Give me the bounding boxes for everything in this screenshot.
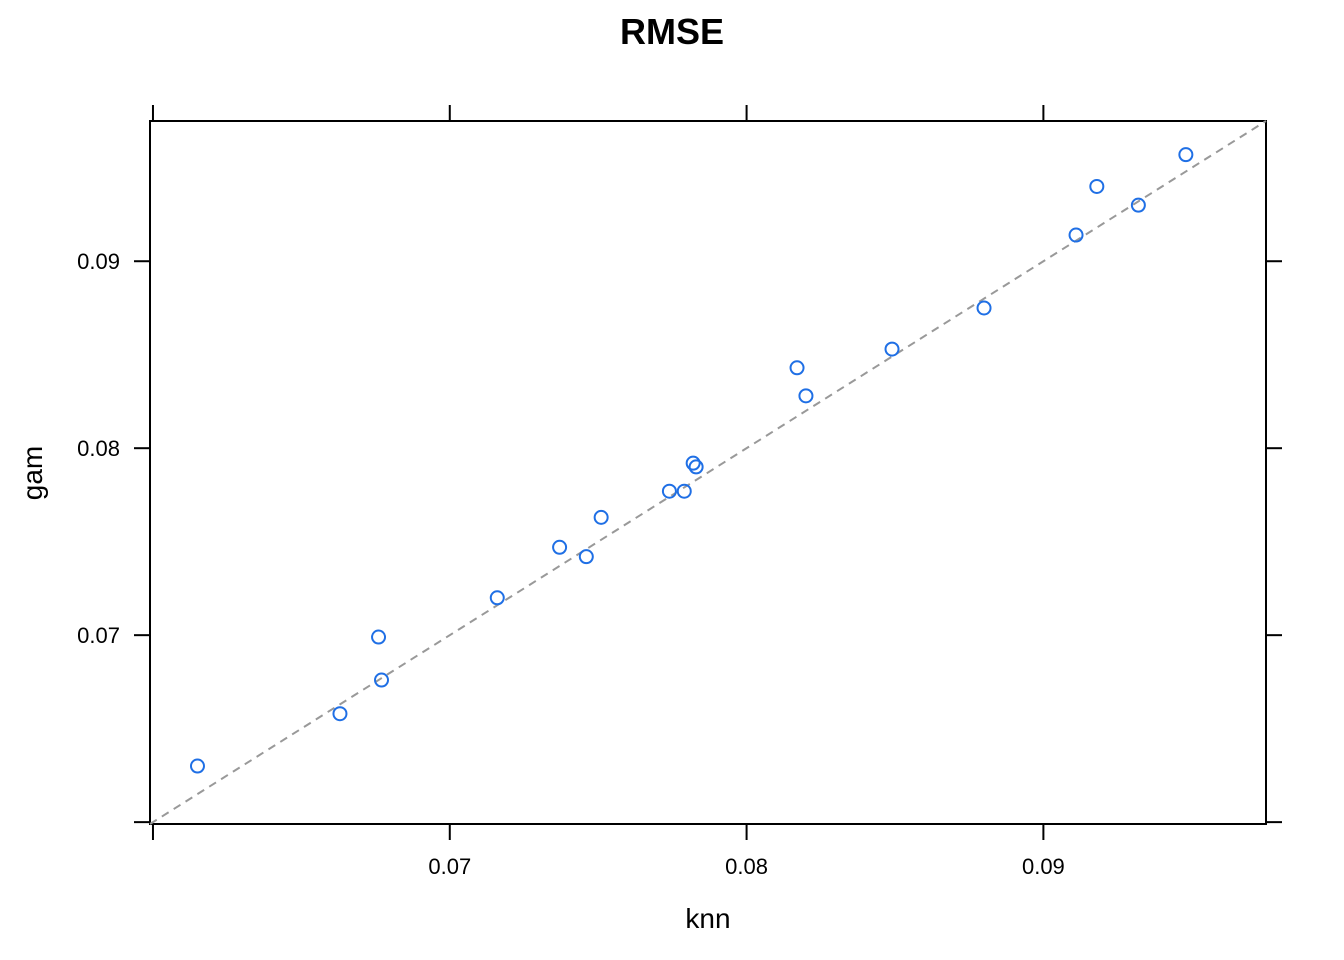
data-point bbox=[976, 300, 992, 316]
data-point bbox=[685, 455, 701, 471]
x-tick-label: 0.08 bbox=[725, 854, 768, 879]
data-point bbox=[884, 341, 900, 357]
data-point bbox=[1178, 147, 1194, 163]
x-tick-label: 0.07 bbox=[428, 854, 471, 879]
chart-title: RMSE bbox=[620, 11, 724, 52]
y-axis-label: gam bbox=[17, 446, 48, 500]
reference-line bbox=[149, 120, 1267, 825]
plot-frame bbox=[149, 120, 1267, 825]
data-point bbox=[1089, 178, 1105, 194]
data-point bbox=[189, 758, 205, 774]
data-point bbox=[688, 459, 704, 475]
data-point bbox=[371, 629, 387, 645]
data-point bbox=[789, 360, 805, 376]
data-point bbox=[1130, 197, 1146, 213]
data-point bbox=[593, 509, 609, 525]
data-point bbox=[676, 483, 692, 499]
data-point bbox=[552, 539, 568, 555]
y-tick-label: 0.09 bbox=[77, 249, 120, 274]
axis-ticks: 0.07 0.08 0.09 0.07 0.08 0.09 bbox=[77, 105, 1282, 879]
data-point bbox=[374, 672, 390, 688]
x-axis-label: knn bbox=[685, 903, 730, 934]
data-point bbox=[489, 590, 505, 606]
data-point bbox=[332, 706, 348, 722]
data-point bbox=[661, 483, 677, 499]
x-tick-label: 0.09 bbox=[1022, 854, 1065, 879]
data-point bbox=[578, 549, 594, 565]
data-point bbox=[1068, 227, 1084, 243]
data-points bbox=[189, 147, 1194, 774]
y-tick-label: 0.08 bbox=[77, 436, 120, 461]
data-point bbox=[798, 388, 814, 404]
y-tick-label: 0.07 bbox=[77, 623, 120, 648]
